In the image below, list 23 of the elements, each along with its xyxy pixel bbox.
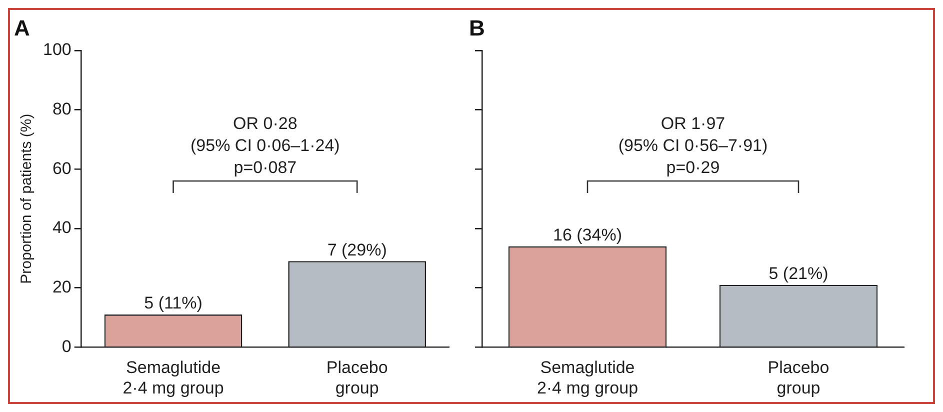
annotation: p=0·29	[666, 158, 720, 178]
y-tick-label: 20	[52, 278, 72, 297]
data-label: 5 (21%)	[768, 264, 828, 284]
annotation: OR 0·28	[233, 114, 298, 134]
chart-title: A	[14, 15, 30, 40]
annotation: (95% CI 0·56–7·91)	[618, 136, 768, 156]
data-label: 16 (34%)	[553, 225, 622, 244]
y-axis-title: Proportion of patients (%)	[18, 114, 36, 284]
y-tick-label: 40	[52, 218, 72, 238]
x-tick-label: Semaglutide 2·4 mg group	[122, 358, 224, 398]
annotation: (95% CI 0·06–1·24)	[190, 136, 340, 156]
x-tick-label: Semaglutide 2·4 mg group	[536, 358, 638, 398]
y-tick-label: 60	[52, 158, 72, 178]
x-tick-label: Placebo group	[768, 358, 830, 398]
y-tick-label: 80	[52, 99, 72, 118]
y-tick-label: 0	[62, 336, 72, 356]
chart-title: B	[469, 15, 485, 40]
x-tick-label: Placebo group	[326, 358, 388, 398]
annotation: p=0·087	[234, 158, 297, 178]
annotation: OR 1·97	[660, 114, 726, 134]
y-tick-label: 100	[42, 40, 72, 60]
data-label: 5 (11%)	[144, 294, 202, 313]
data-label: 7 (29%)	[327, 240, 387, 260]
